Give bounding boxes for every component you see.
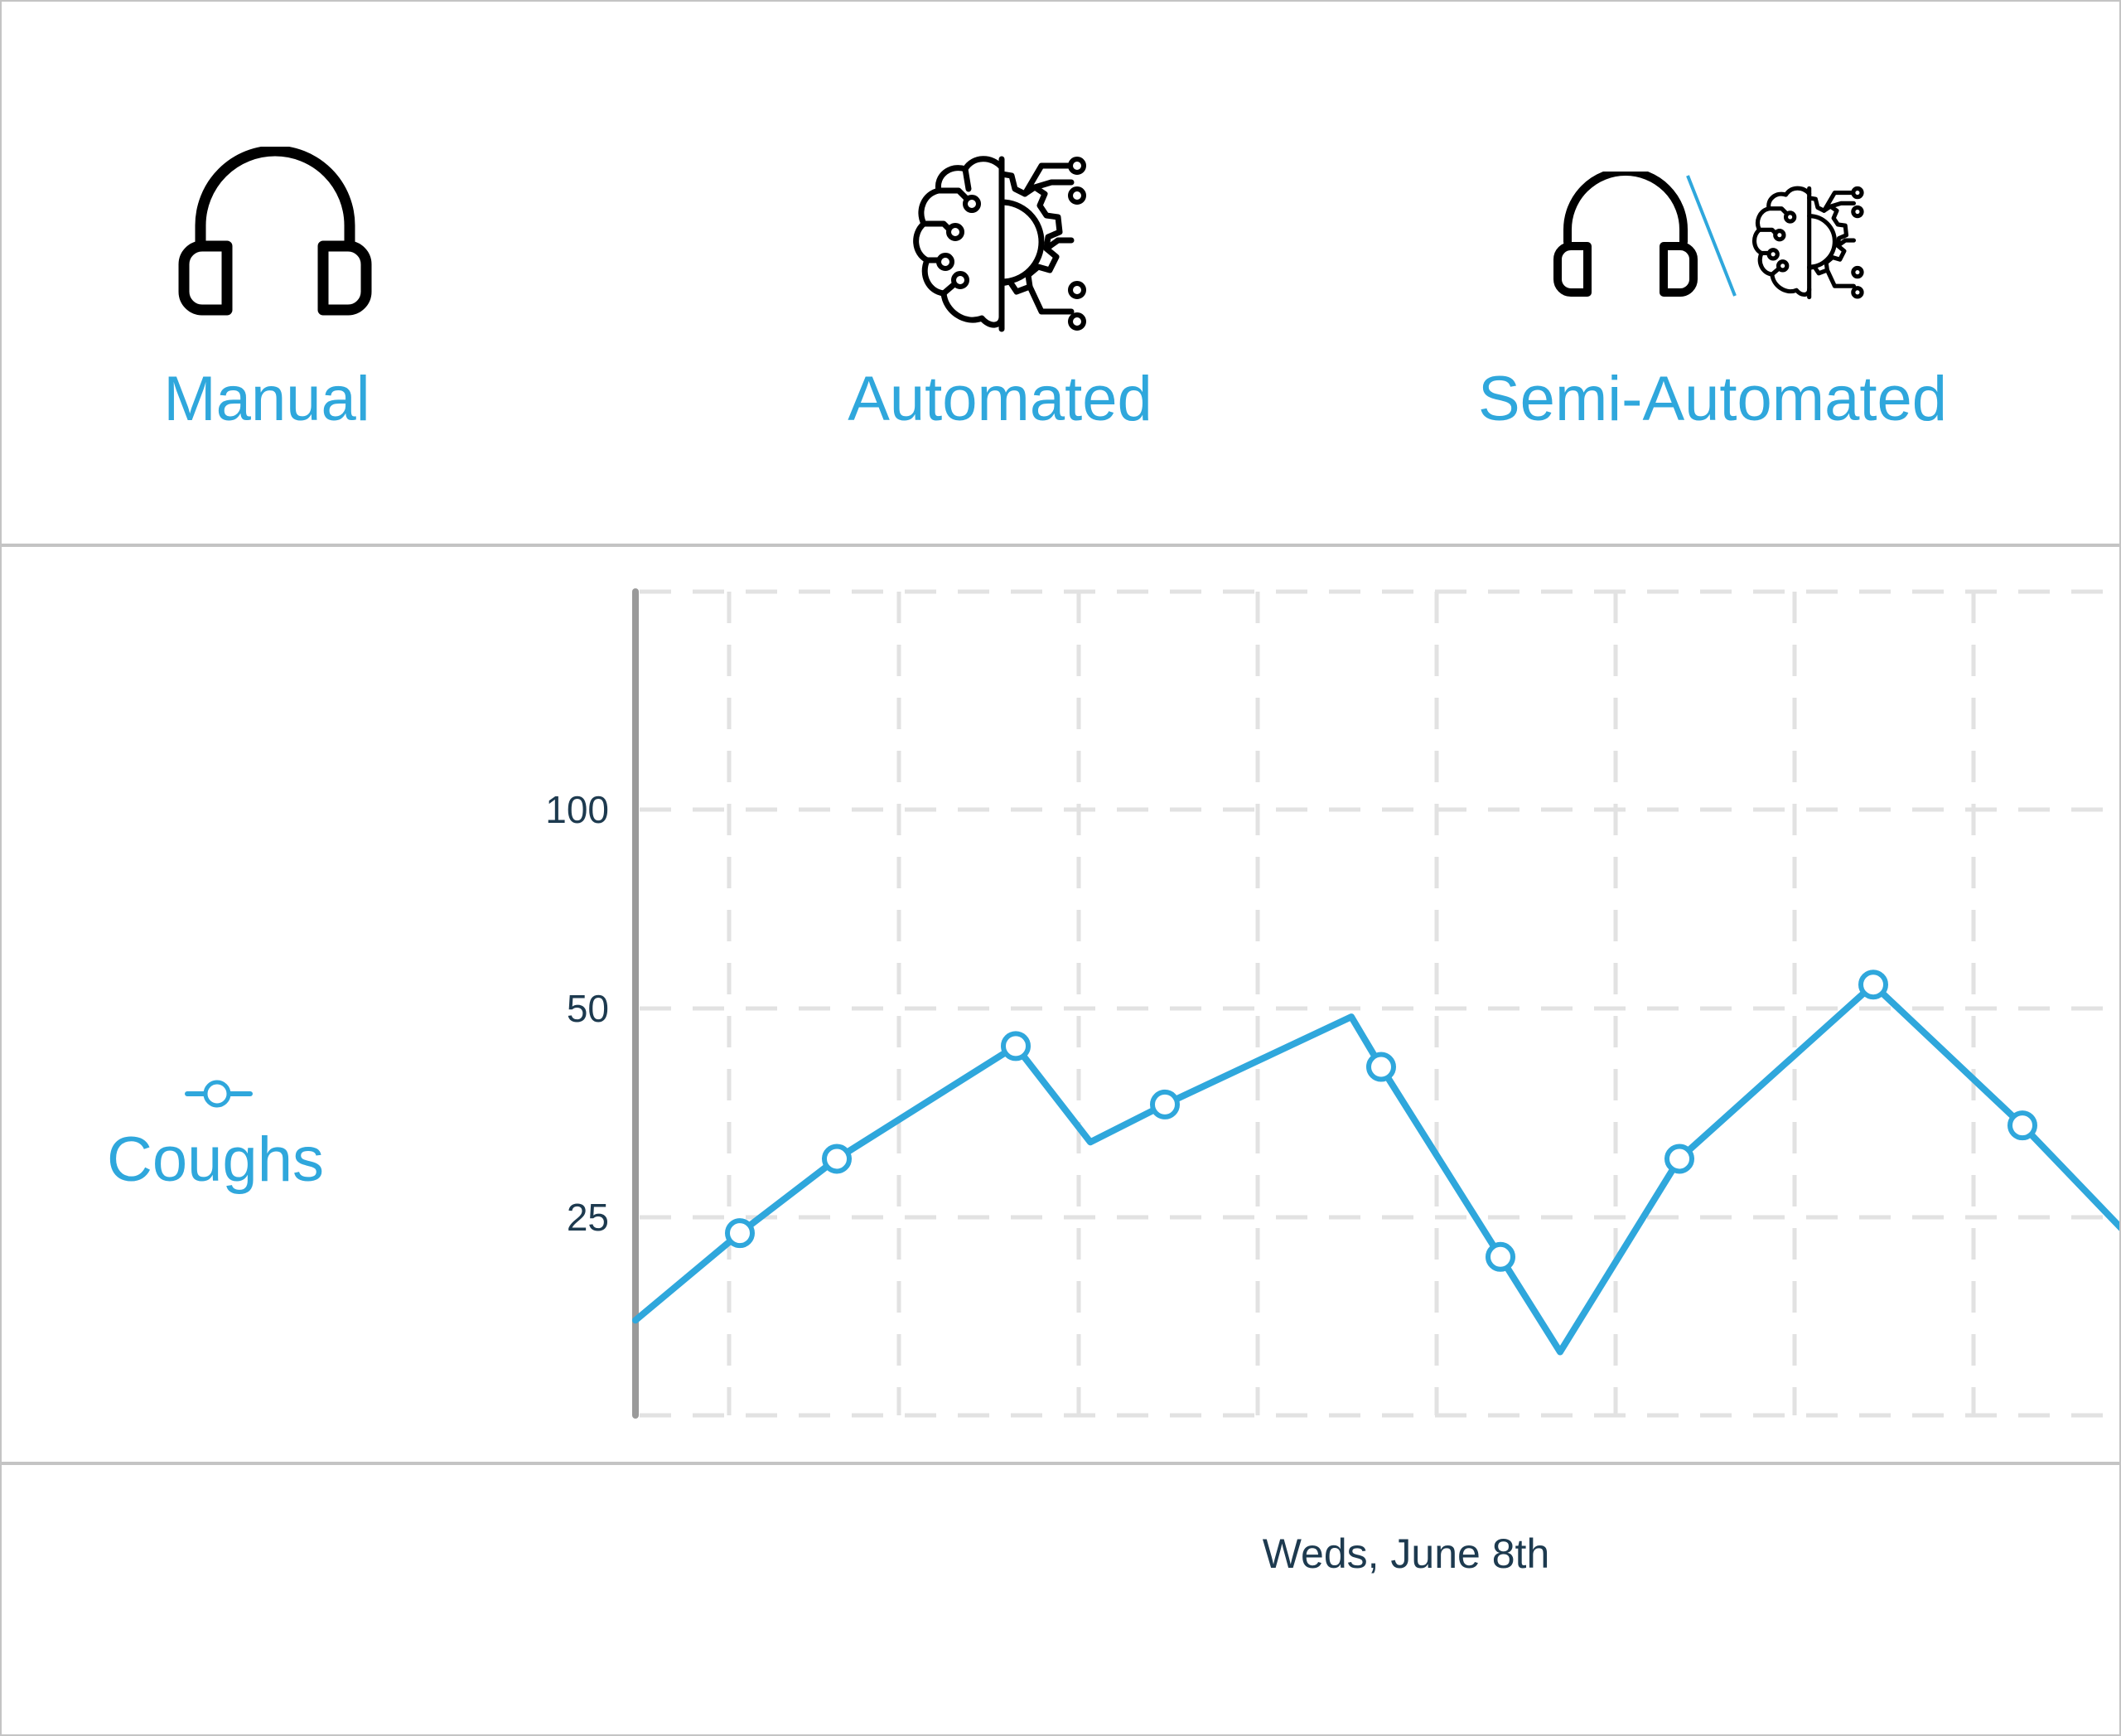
mode-label-automated: Automated <box>848 364 1152 434</box>
chart-grid <box>640 589 2119 1418</box>
coughs-line-chart: 25 50 100 <box>185 588 2119 1419</box>
headphones-icon <box>178 147 372 316</box>
mode-label-semi-automated: Semi-Automated <box>1477 364 1948 434</box>
data-point-marker <box>822 1144 852 1174</box>
y-tick-label: 25 <box>567 1196 609 1239</box>
data-point-marker <box>1858 970 1888 1000</box>
mode-label-manual: Manual <box>163 364 370 434</box>
data-point-marker <box>1486 1241 1515 1272</box>
headphones-and-ai-brain-icon <box>1553 172 1864 300</box>
ai-brain-gear-icon <box>913 156 1086 332</box>
data-point-marker <box>1150 1089 1180 1119</box>
legend-label-coughs: Coughs <box>107 1124 324 1195</box>
data-point-marker <box>725 1218 755 1249</box>
y-tick-labels: 25 50 100 <box>545 788 609 1239</box>
header-divider <box>2 544 2119 547</box>
chart-divider <box>2 1462 2119 1465</box>
series-line-coughs <box>632 981 2119 1356</box>
data-point-marker <box>2007 1110 2037 1141</box>
legend-marker-swatch <box>203 1080 231 1108</box>
series-markers <box>725 970 2037 1272</box>
data-point-marker <box>1366 1052 1396 1082</box>
y-tick-label: 100 <box>545 788 609 831</box>
x-axis-date-label: Weds, June 8th <box>1262 1530 1550 1577</box>
data-point-marker <box>1664 1144 1694 1174</box>
y-tick-label: 50 <box>567 987 609 1030</box>
data-point-marker <box>1001 1031 1031 1061</box>
